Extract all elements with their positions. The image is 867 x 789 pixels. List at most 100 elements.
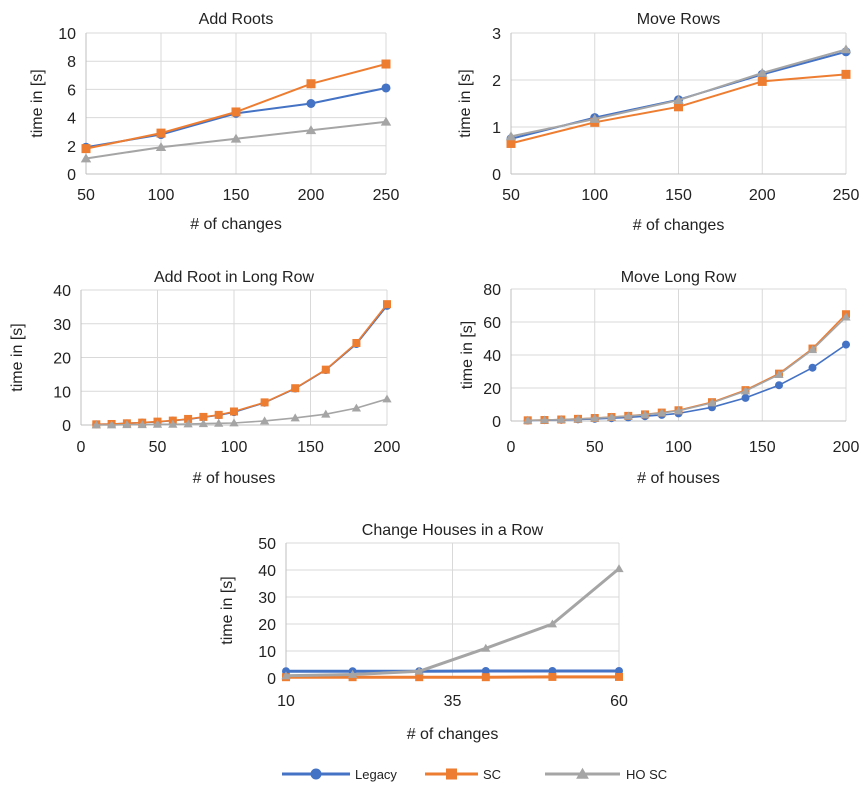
y-axis-label: time in [s] xyxy=(219,576,236,644)
y-tick-label: 0 xyxy=(62,418,71,435)
x-tick-label: 50 xyxy=(586,439,604,456)
data-point-ho-sc xyxy=(707,398,717,407)
data-point-ho-sc xyxy=(137,420,147,429)
data-point-sc xyxy=(260,398,269,407)
chart-title: Add Root in Long Row xyxy=(154,269,315,286)
y-tick-label: 60 xyxy=(483,315,501,332)
y-axis-label: time in [s] xyxy=(29,69,46,137)
chart-move-rows: 50 100 150 200 250 0 1 2 3 Move Rows # of changes t… xyxy=(457,11,859,234)
y-tick-label: 20 xyxy=(53,351,71,368)
y-tick-label: 10 xyxy=(53,384,71,401)
series-sc xyxy=(92,300,391,429)
data-point-ho-sc xyxy=(321,409,331,418)
chart-title: Move Rows xyxy=(637,11,721,28)
series-sc xyxy=(81,59,391,154)
series-line-ho-sc xyxy=(285,567,620,678)
x-tick-label: 35 xyxy=(444,693,462,710)
data-point-sc xyxy=(506,138,516,148)
data-point-sc xyxy=(291,384,300,393)
data-point-ho-sc xyxy=(347,669,358,678)
series-ho-sc xyxy=(523,312,851,424)
data-point-sc xyxy=(381,59,391,69)
data-point-ho-sc xyxy=(414,666,424,675)
data-point-ho-sc xyxy=(380,116,392,126)
data-point-ho-sc xyxy=(573,414,583,423)
y-tick-label: 4 xyxy=(67,111,76,128)
series-ho-sc xyxy=(505,44,852,141)
data-point-sc xyxy=(415,673,424,682)
data-point-legacy xyxy=(741,393,750,402)
data-point-ho-sc xyxy=(481,643,491,652)
x-tick-label: 100 xyxy=(581,187,608,204)
data-point-legacy xyxy=(808,363,817,372)
data-point-ho-sc xyxy=(305,125,317,135)
legend-item-legacy: Legacy xyxy=(282,767,397,782)
series-ho-sc xyxy=(91,394,392,429)
data-point-ho-sc xyxy=(590,413,600,422)
data-point-ho-sc xyxy=(80,153,92,163)
y-tick-label: 50 xyxy=(258,536,276,553)
data-point-legacy xyxy=(306,99,316,108)
data-point-sc xyxy=(321,365,330,374)
data-point-sc xyxy=(214,410,223,419)
data-point-ho-sc xyxy=(351,403,362,412)
x-tick-label: 250 xyxy=(833,187,860,204)
legend-label: HO SC xyxy=(626,767,667,782)
y-tick-label: 0 xyxy=(492,414,501,431)
data-point-ho-sc xyxy=(281,671,291,680)
series-legacy xyxy=(523,340,850,425)
data-point-legacy xyxy=(842,340,850,349)
y-tick-label: 40 xyxy=(258,563,276,580)
x-tick-label: 60 xyxy=(610,693,628,710)
data-point-ho-sc xyxy=(807,345,818,354)
y-axis-label: time in [s] xyxy=(457,69,474,137)
y-tick-label: 1 xyxy=(492,120,501,137)
legend-label: SC xyxy=(483,767,501,782)
data-point-ho-sc xyxy=(640,410,650,419)
y-tick-label: 2 xyxy=(67,139,76,156)
y-axis-label: time in [s] xyxy=(9,323,26,391)
y-tick-label: 3 xyxy=(492,26,501,43)
legend-item-ho-sc: HO SC xyxy=(545,767,667,782)
chart-add-roots: 50 100 150 200 250 0 2 4 6 8 10 Add Roots # of chang… xyxy=(29,11,399,233)
data-point-ho-sc xyxy=(841,312,851,321)
chart-title: Change Houses in a Row xyxy=(362,522,544,539)
data-point-sc xyxy=(230,407,238,416)
y-tick-label: 80 xyxy=(483,282,501,299)
data-point-sc xyxy=(548,672,557,681)
x-tick-label: 150 xyxy=(749,439,776,456)
x-tick-label: 150 xyxy=(665,187,692,204)
x-tick-label: 100 xyxy=(221,439,248,456)
y-tick-label: 20 xyxy=(483,381,501,398)
chart-title: Move Long Row xyxy=(621,269,737,286)
legend-marker-ho-sc xyxy=(576,767,589,779)
data-point-ho-sc xyxy=(623,411,633,420)
y-tick-label: 40 xyxy=(483,348,501,365)
data-point-sc xyxy=(81,144,91,154)
y-tick-label: 0 xyxy=(67,167,76,184)
x-axis-label: # of houses xyxy=(637,470,720,487)
series-ho-sc xyxy=(80,116,392,163)
series-line-ho-sc xyxy=(527,316,847,422)
series-line-sc xyxy=(96,303,388,426)
data-point-ho-sc xyxy=(183,419,193,428)
x-axis-label: # of changes xyxy=(407,726,499,743)
y-tick-label: 2 xyxy=(492,73,501,90)
data-point-ho-sc xyxy=(230,133,242,143)
data-point-legacy xyxy=(775,381,783,390)
x-tick-label: 0 xyxy=(507,439,516,456)
x-tick-label: 50 xyxy=(77,187,95,204)
data-point-ho-sc xyxy=(523,415,533,424)
x-tick-label: 250 xyxy=(373,187,400,204)
y-tick-label: 40 xyxy=(53,283,71,300)
x-tick-label: 200 xyxy=(749,187,776,204)
data-point-legacy xyxy=(481,666,490,675)
data-point-sc xyxy=(615,672,623,681)
legend-label: Legacy xyxy=(355,767,397,782)
chart-move-long-row: 0 50 100 150 200 0 20 40 60 80 Move Long Row # of h… xyxy=(459,269,859,487)
x-tick-label: 150 xyxy=(297,439,324,456)
data-point-ho-sc xyxy=(229,418,239,427)
y-tick-label: 30 xyxy=(53,317,71,334)
legend: Legacy SC HO SC xyxy=(282,767,667,782)
